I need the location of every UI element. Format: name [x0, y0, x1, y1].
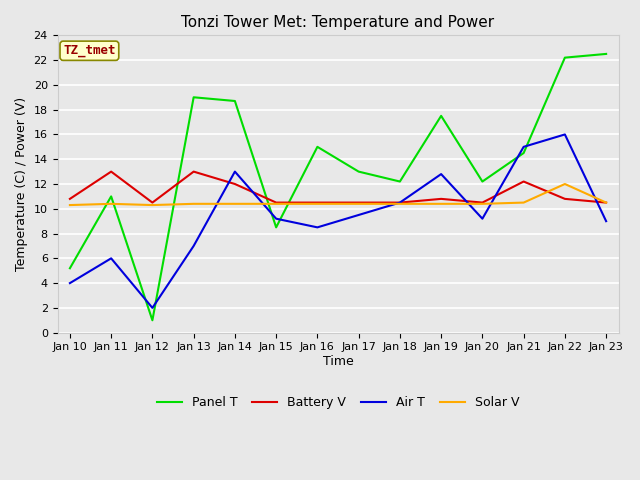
- Panel T: [190, 95, 198, 100]
- Battery V: [520, 179, 527, 184]
- Panel T: [437, 113, 445, 119]
- Battery V: [561, 196, 569, 202]
- Panel T: [148, 317, 156, 323]
- Title: Tonzi Tower Met: Temperature and Power: Tonzi Tower Met: Temperature and Power: [182, 15, 495, 30]
- Panel T: [314, 144, 321, 150]
- Solar V: [66, 202, 74, 208]
- Solar V: [437, 201, 445, 207]
- Y-axis label: Temperature (C) / Power (V): Temperature (C) / Power (V): [15, 97, 28, 271]
- Line: Air T: Air T: [70, 134, 606, 308]
- Battery V: [272, 200, 280, 205]
- Air T: [602, 218, 610, 224]
- Air T: [272, 216, 280, 222]
- Solar V: [561, 181, 569, 187]
- Solar V: [272, 201, 280, 207]
- Line: Solar V: Solar V: [70, 184, 606, 205]
- Legend: Panel T, Battery V, Air T, Solar V: Panel T, Battery V, Air T, Solar V: [152, 391, 524, 414]
- Solar V: [108, 201, 115, 207]
- Panel T: [602, 51, 610, 57]
- Solar V: [479, 201, 486, 207]
- Air T: [437, 171, 445, 177]
- Air T: [396, 200, 404, 205]
- Battery V: [437, 196, 445, 202]
- Air T: [561, 132, 569, 137]
- Battery V: [602, 200, 610, 205]
- Battery V: [148, 200, 156, 205]
- Panel T: [66, 265, 74, 271]
- Solar V: [396, 201, 404, 207]
- Line: Panel T: Panel T: [70, 54, 606, 320]
- Panel T: [272, 225, 280, 230]
- Solar V: [314, 201, 321, 207]
- Panel T: [231, 98, 239, 104]
- Air T: [190, 243, 198, 249]
- Battery V: [355, 200, 362, 205]
- Air T: [108, 255, 115, 261]
- Air T: [148, 305, 156, 311]
- Battery V: [190, 169, 198, 175]
- Battery V: [66, 196, 74, 202]
- Solar V: [355, 201, 362, 207]
- Text: TZ_tmet: TZ_tmet: [63, 44, 116, 57]
- Battery V: [231, 181, 239, 187]
- Panel T: [108, 193, 115, 199]
- Air T: [355, 212, 362, 218]
- Panel T: [520, 150, 527, 156]
- X-axis label: Time: Time: [323, 355, 353, 368]
- Panel T: [396, 179, 404, 184]
- Air T: [231, 169, 239, 175]
- Battery V: [479, 200, 486, 205]
- Battery V: [314, 200, 321, 205]
- Solar V: [602, 200, 610, 205]
- Solar V: [520, 200, 527, 205]
- Air T: [520, 144, 527, 150]
- Solar V: [190, 201, 198, 207]
- Panel T: [561, 55, 569, 60]
- Air T: [314, 225, 321, 230]
- Battery V: [108, 169, 115, 175]
- Panel T: [355, 169, 362, 175]
- Air T: [479, 216, 486, 222]
- Solar V: [148, 202, 156, 208]
- Battery V: [396, 200, 404, 205]
- Solar V: [231, 201, 239, 207]
- Panel T: [479, 179, 486, 184]
- Line: Battery V: Battery V: [70, 172, 606, 203]
- Air T: [66, 280, 74, 286]
